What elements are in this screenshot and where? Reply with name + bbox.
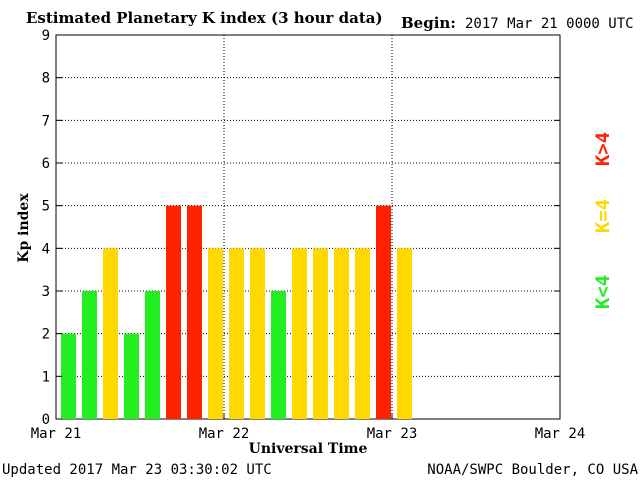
kp-bar [124, 333, 139, 419]
kp-bar [271, 291, 286, 419]
y-tick-label: 5 [42, 199, 50, 215]
y-tick-label: 1 [42, 369, 50, 385]
kp-bar [334, 248, 349, 419]
kp-bar [187, 205, 202, 419]
kp-bar [292, 248, 307, 419]
y-tick-label: 0 [42, 412, 50, 428]
y-tick-label: 4 [42, 241, 50, 257]
kp-bar [61, 333, 76, 419]
x-tick-label: Mar 21 [31, 426, 82, 442]
x-tick-label: Mar 23 [367, 426, 418, 442]
kp-bar [103, 248, 118, 419]
kp-bar [313, 248, 328, 419]
kp-bar [397, 248, 412, 419]
kp-bar [355, 248, 370, 419]
kp-bar [229, 248, 244, 419]
grid-lines [56, 35, 560, 419]
kp-bar [82, 291, 97, 419]
begin-label: Begin: [401, 14, 456, 32]
kp-bar [208, 248, 223, 419]
y-axis-ticks: 0 1 2 3 4 5 6 7 8 9 [42, 28, 560, 428]
bar-series [61, 205, 412, 419]
x-tick-label: Mar 22 [199, 426, 250, 442]
y-tick-label: 2 [42, 327, 50, 343]
y-tick-label: 8 [42, 71, 50, 87]
plot-frame [55, 34, 561, 420]
y-tick-label: 3 [42, 284, 50, 300]
x-axis-ticks: Mar 21 Mar 22 Mar 23 Mar 24 [31, 413, 586, 442]
legend-mid: K=4 [592, 199, 614, 233]
kp-bar [145, 291, 160, 419]
kp-bar [376, 205, 391, 419]
legend-high: K>4 [592, 132, 614, 166]
source-credit: NOAA/SWPC Boulder, CO USA [427, 462, 638, 478]
updated-timestamp: Updated 2017 Mar 23 03:30:02 UTC [2, 462, 272, 478]
kp-bar [250, 248, 265, 419]
kp-bar [166, 205, 181, 419]
chart-title: Estimated Planetary K index (3 hour data… [26, 9, 383, 27]
x-axis-label: Universal Time [249, 441, 368, 457]
y-axis-label: Kp index [16, 193, 32, 263]
y-tick-label: 7 [42, 113, 50, 129]
begin-value: 2017 Mar 21 0000 UTC [465, 16, 634, 32]
y-tick-label: 6 [42, 156, 50, 172]
x-tick-label: Mar 24 [535, 426, 586, 442]
legend-low: K<4 [592, 275, 614, 309]
y-tick-label: 9 [42, 28, 50, 44]
